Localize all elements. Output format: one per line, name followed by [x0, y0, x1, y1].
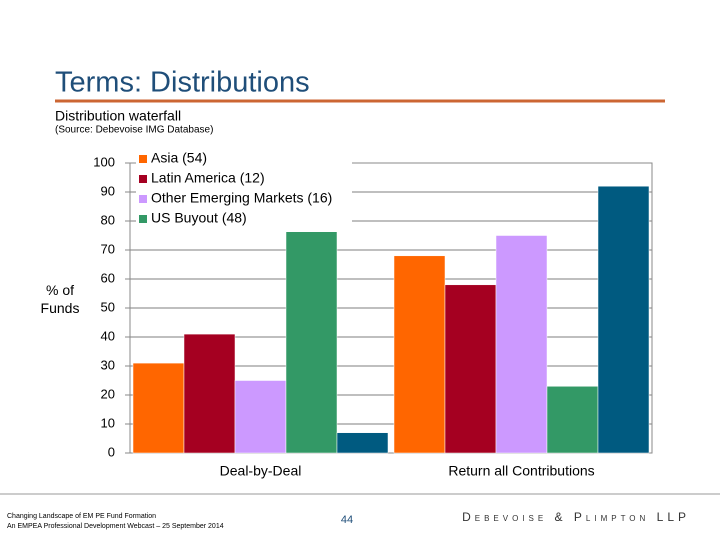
y-tick-label: 20: [101, 386, 115, 401]
y-tick-label: 70: [101, 241, 115, 256]
bar: [285, 229, 338, 454]
y-tick-label: 50: [101, 299, 115, 314]
y-tick-label: 0: [108, 444, 115, 459]
bar: [444, 284, 497, 454]
plot-frame: [129, 162, 653, 454]
slide-title: Terms: Distributions: [55, 67, 310, 99]
y-tick-label: 90: [101, 183, 115, 198]
bar: [336, 432, 389, 454]
y-tick-label: 80: [101, 212, 115, 227]
y-tick-label: 10: [101, 415, 115, 430]
legend-box: [136, 150, 352, 232]
y-axis-label: % of Funds: [40, 282, 80, 316]
source: (Source: Debevoise IMG Database): [55, 125, 213, 136]
y-tick-label: 30: [101, 357, 115, 372]
page-number: 44: [341, 514, 353, 526]
bar: [132, 362, 185, 454]
y-tick-label: 40: [101, 328, 115, 343]
subtitle: Distribution waterfall: [55, 108, 181, 124]
firm-name: Debevoise & Plimpton LLP: [462, 510, 690, 524]
bar: [495, 235, 548, 454]
legend-swatch: [139, 175, 147, 183]
bar: [597, 185, 650, 454]
legend-label: US Buyout (48): [151, 210, 247, 226]
bar: [183, 333, 236, 454]
legend-label: Latin America (12): [151, 170, 265, 186]
footer-line: Changing Landscape of EM PE Fund Formati…: [7, 513, 156, 520]
x-tick-label: Deal-by-Deal: [220, 463, 302, 479]
bar: [234, 380, 287, 454]
legend-label: Asia (54): [151, 150, 207, 166]
bar: [546, 386, 599, 454]
legend-swatch: [139, 155, 147, 163]
legend-label: Other Emerging Markets (16): [151, 190, 332, 206]
y-tick-label: 100: [93, 154, 115, 169]
legend-swatch: [139, 195, 147, 203]
footer-line: An EMPEA Professional Development Webcas…: [7, 523, 224, 530]
bar: [393, 255, 446, 454]
x-tick-label: Return all Contributions: [448, 463, 594, 479]
legend-swatch: [139, 215, 147, 223]
y-tick-label: 60: [101, 270, 115, 285]
